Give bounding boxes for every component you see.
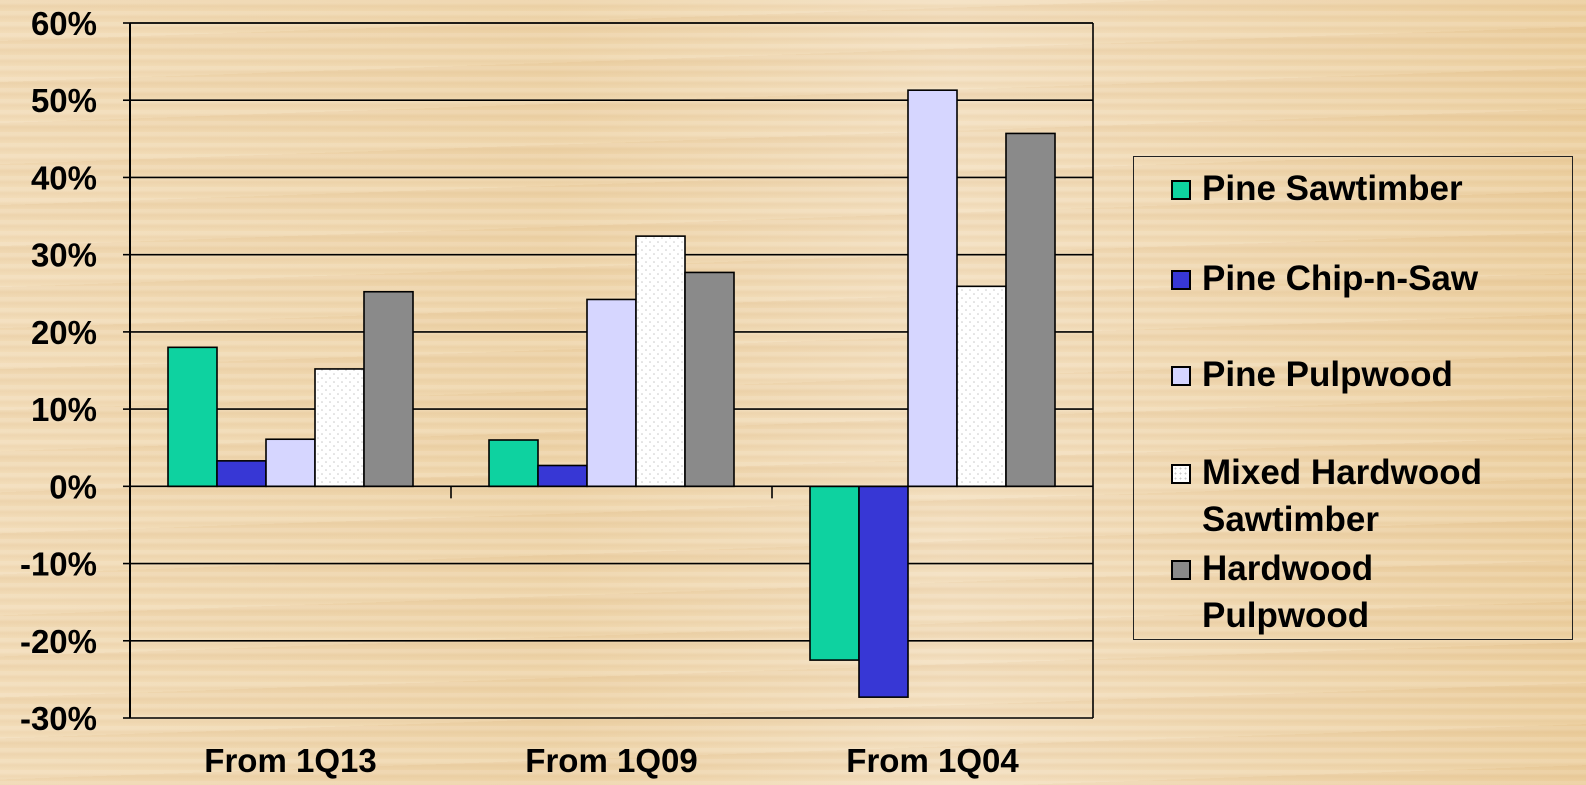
bar bbox=[858, 485, 909, 698]
y-tick-label: -30% bbox=[20, 700, 97, 737]
bar bbox=[635, 235, 686, 488]
bar bbox=[684, 271, 735, 488]
bar bbox=[265, 438, 316, 488]
legend-label: Pine Pulpwood bbox=[1202, 355, 1453, 394]
y-tick-label: 30% bbox=[31, 237, 97, 274]
legend-label: Pine Chip-n-Saw bbox=[1202, 259, 1479, 298]
x-category-label: From 1Q04 bbox=[846, 742, 1019, 779]
y-tick-label: -10% bbox=[20, 546, 97, 583]
legend-swatch bbox=[1171, 270, 1191, 290]
axes bbox=[123, 22, 1094, 719]
y-tick-label: 40% bbox=[31, 159, 97, 196]
y-tick-label: 10% bbox=[31, 391, 97, 428]
bar bbox=[537, 464, 588, 488]
y-tick-label: -20% bbox=[20, 623, 97, 660]
bar bbox=[363, 290, 414, 488]
legend-label: Mixed Hardwood Sawtimber bbox=[1202, 453, 1483, 539]
x-category-label: From 1Q09 bbox=[525, 742, 697, 779]
bar bbox=[586, 298, 637, 488]
bar bbox=[488, 439, 539, 488]
bar bbox=[956, 285, 1007, 488]
y-tick-label: 50% bbox=[31, 82, 97, 119]
tick-labels: 60% 50% 40% 30% 20% 10% 0% -10% -20% -30% From 1Q1… bbox=[20, 5, 1019, 779]
bar bbox=[314, 368, 365, 488]
legend-swatch bbox=[1171, 180, 1191, 200]
legend-swatch bbox=[1171, 366, 1191, 386]
bar bbox=[907, 89, 958, 488]
bar bbox=[809, 485, 860, 661]
legend-swatch bbox=[1171, 560, 1191, 580]
bars bbox=[167, 89, 1056, 698]
legend-swatch bbox=[1171, 464, 1191, 484]
legend-label: Hardwood Pulpwood bbox=[1202, 549, 1374, 635]
bar bbox=[167, 346, 218, 488]
y-tick-label: 0% bbox=[49, 468, 97, 505]
bar bbox=[1005, 132, 1056, 488]
y-tick-label: 60% bbox=[31, 5, 97, 42]
x-category-label: From 1Q13 bbox=[204, 742, 376, 779]
chart-legend: Pine Sawtimber Pine Chip-n-Saw Pine Pulp… bbox=[1133, 156, 1573, 640]
bar bbox=[216, 460, 267, 488]
y-tick-label: 20% bbox=[31, 314, 97, 351]
legend-label: Pine Sawtimber bbox=[1202, 169, 1463, 208]
